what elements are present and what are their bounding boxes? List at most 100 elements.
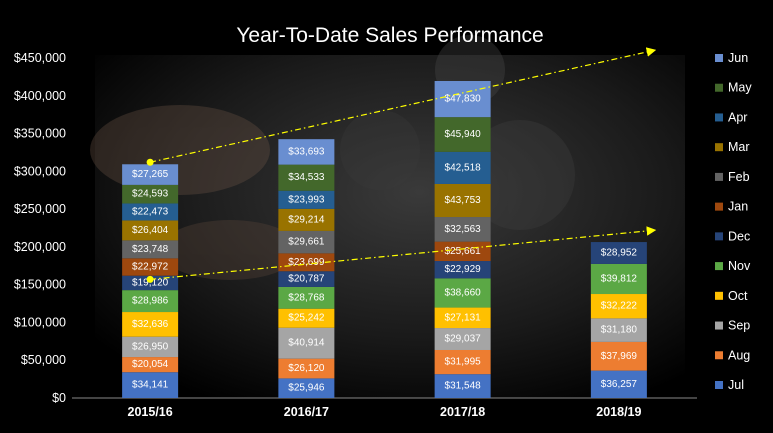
data-label: $32,222 [601,301,638,312]
bar-segment-sep [434,328,491,350]
bar-segment-oct [278,308,335,328]
data-label: $28,768 [288,292,325,303]
data-label: $19,120 [132,277,169,288]
data-label: $32,636 [132,319,169,330]
legend-label: Jun [728,51,748,65]
data-label: $23,993 [288,194,325,205]
trend-lines [146,47,657,283]
bar-segment-mar [278,208,335,231]
y-axis-ticks: $0 $50,000 $100,000 $150,000 $200,000 $250,00… [14,51,66,405]
y-tick-label: $350,000 [14,127,66,141]
data-label: $22,929 [445,264,482,275]
bar-segment-aug [278,358,335,379]
data-label: $27,265 [132,169,169,180]
bar-segment-jun [434,80,491,118]
legend-label: Sep [728,319,750,333]
y-tick-label: $400,000 [14,89,66,103]
data-label: $39,812 [601,273,638,284]
bar-segment-jul [434,374,491,398]
legend-swatch [715,351,723,360]
data-label: $25,946 [288,383,325,394]
data-label: $29,661 [288,237,325,248]
bar-segment-mar [434,183,491,218]
bar-segment-apr [278,190,335,209]
legend-label: Apr [728,110,747,124]
bar-segment-nov [590,263,647,295]
legend-label: Nov [728,259,751,273]
data-label: $27,131 [445,312,482,323]
bar-segment-aug [590,341,647,371]
data-label: $33,693 [288,146,325,157]
y-tick-label: $250,000 [14,202,66,216]
bar-segment-oct [434,307,491,329]
x-tick-label: 2015/16 [128,405,173,419]
legend-swatch [715,202,723,211]
bar-segment-may [434,117,491,152]
bar-segment-feb [122,240,179,259]
data-label: $34,533 [288,172,325,183]
y-tick-label: $100,000 [14,315,66,329]
bar-segment-dec [434,261,491,279]
x-tick-label: 2017/18 [440,405,485,419]
data-label: $23,748 [132,244,169,255]
legend: Jun May Apr Mar Feb Jan Dec Nov Oct Sep Aug Jul [715,51,752,392]
legend-label: May [728,81,752,95]
bar-segment-sep [278,327,335,359]
x-tick-label: 2018/19 [596,405,641,419]
data-label: $43,753 [445,195,482,206]
bar-segment-aug [434,349,491,375]
bars-group: $34,141 $20,054 $26,950 $32,636 $28,986 $19,1… [122,80,647,398]
legend-label: Aug [728,348,750,362]
data-label: $25,242 [288,313,325,324]
background-photo [95,55,685,398]
data-label: $38,660 [445,287,482,298]
legend-swatch [715,321,723,330]
bar-segment-jan [122,258,179,276]
legend-swatch [715,262,723,271]
bar-segment-oct [122,312,179,337]
bar-segment-may [278,164,335,191]
bar-segment-sep [122,336,179,358]
data-label: $31,548 [445,381,482,392]
bar-segment-jun [122,164,179,185]
bar-segment-mar [122,220,179,241]
bar-segment-feb [434,217,491,242]
y-tick-label: $450,000 [14,51,66,65]
legend-label: Mar [728,140,750,154]
data-label: $29,214 [288,214,325,225]
data-label: $22,473 [132,206,169,217]
bar-segment-apr [434,151,491,184]
legend-label: Oct [728,289,748,303]
bar-segment-apr [122,203,179,221]
y-tick-label: $50,000 [21,353,66,367]
bar-segment-dec [590,242,647,264]
legend-swatch [715,381,723,389]
data-label: $28,952 [601,247,638,258]
data-label: $32,563 [445,224,482,235]
data-label: $45,940 [445,129,482,140]
x-axis-ticks: 2015/16 2016/17 2017/18 2018/19 [128,405,642,419]
bar-segment-jul [278,378,335,398]
bar-segment-dec [278,271,335,287]
data-label: $23,699 [288,257,325,268]
data-label: $31,180 [601,325,638,336]
bar-segment-dec [122,275,179,291]
trend-line [149,47,657,163]
data-label: $24,593 [132,189,169,200]
data-label: $28,986 [132,296,169,307]
trend-start-point [146,158,154,166]
y-tick-label: $0 [52,391,66,405]
legend-swatch [715,143,723,152]
data-label: $22,972 [132,262,169,273]
data-label: $20,787 [288,274,325,285]
legend-swatch [715,113,723,122]
chart-title: Year-To-Date Sales Performance [236,24,543,47]
bar-segment-feb [278,230,335,254]
data-label: $42,518 [445,162,482,173]
data-label: $26,950 [132,341,169,352]
bar-segment-nov [122,290,179,313]
bar-segment-sep [590,318,647,342]
data-label: $40,914 [288,338,325,349]
